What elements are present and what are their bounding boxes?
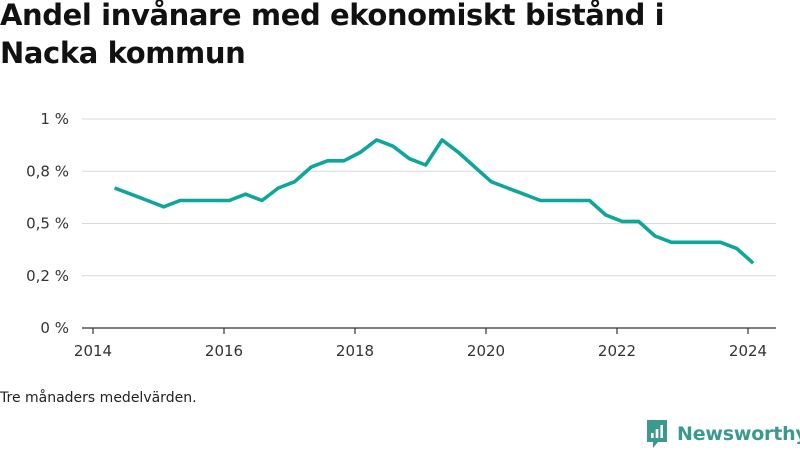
x-tick-label: 2014 [74,342,112,360]
x-tick-label: 2022 [598,342,636,360]
x-tick-label: 2024 [729,342,767,360]
y-axis-tick-labels: 0 % 0,2 % 0,5 % 0,8 % 1 % [26,110,69,337]
x-tick-label: 2018 [336,342,374,360]
x-axis: 2014 2016 2018 2020 2022 2024 [74,327,776,360]
brand-logo: Newsworthy [645,419,800,449]
chart-title: Andel invånare med ekonomiskt bistånd i … [0,0,665,70]
line-chart: 0 %0,2 %0,5 %0,8 %1 % 2014 2016 2018 2020 20… [26,110,776,360]
y-tick-label: 0,5 % [26,215,69,233]
grid-lines [82,118,776,277]
series-layer [113,138,755,265]
footnote: Tre månaders medelvärden. [0,390,197,406]
y-tick-label: 0,8 % [26,162,69,180]
newsworthy-logo-icon [647,420,667,448]
y-tick-label: 1 % [40,110,69,128]
x-tick-label: 2020 [467,342,505,360]
y-tick-label: 0,2 % [26,267,69,285]
y-tick-label: 0 % [40,319,69,337]
series-line [113,138,755,265]
x-tick-label: 2016 [205,342,243,360]
brand-name: Newsworthy [677,423,800,445]
